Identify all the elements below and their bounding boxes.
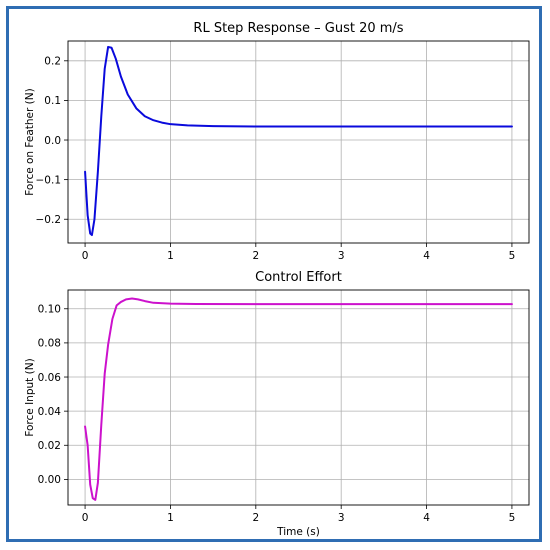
chart-force-on-feather-title: RL Step Response – Gust 20 m/s	[193, 21, 403, 36]
chart-force-on-feather-ytick-label-1: −0.1	[36, 174, 62, 186]
chart-control-effort-title: Control Effort	[255, 270, 342, 285]
chart-control-effort-ytick-label-0: 0.00	[38, 474, 61, 486]
chart-force-on-feather-ytick-label-3: 0.1	[44, 95, 61, 107]
chart-force-on-feather-xtick-label-4: 4	[423, 250, 430, 262]
chart-force-on-feather-xtick-label-1: 1	[167, 250, 174, 262]
chart-control-effort-ytick-label-3: 0.06	[38, 372, 62, 384]
chart-force-on-feather-series-line-0	[84, 45, 513, 237]
chart-control-effort-xtick-label-4: 4	[423, 512, 430, 524]
chart-force-on-feather-ytick-label-4: 0.2	[44, 56, 61, 68]
chart-control-effort-xtick-label-1: 1	[167, 512, 174, 524]
chart-control-effort-ytick-label-1: 0.02	[38, 440, 61, 452]
chart-force-on-feather-xtick-label-2: 2	[252, 250, 259, 262]
chart-control-effort-series-line-0	[84, 297, 513, 501]
chart-control-effort-xtick-label-0: 0	[82, 512, 89, 524]
figure-border	[6, 6, 542, 542]
chart-control-effort-xtick-label-5: 5	[509, 512, 516, 524]
chart-force-on-feather-ylabel: Force on Feather (N)	[24, 88, 36, 195]
chart-control-effort-ytick-label-2: 0.04	[38, 406, 62, 418]
chart-force-on-feather-axes-frame	[67, 40, 530, 244]
chart-control-effort-ytick-label-5: 0.10	[38, 304, 61, 316]
chart-force-on-feather-xtick-label-0: 0	[82, 250, 89, 262]
chart-control-effort-xtick-label-3: 3	[338, 512, 345, 524]
chart-force-on-feather-xtick-label-3: 3	[338, 250, 345, 262]
chart-force-on-feather-ytick-label-0: −0.2	[36, 214, 62, 226]
chart-control-effort-axes-frame	[67, 289, 530, 506]
chart-control-effort-ylabel: Force Input (N)	[24, 358, 36, 436]
chart-force-on-feather-xtick-label-5: 5	[509, 250, 516, 262]
chart-control-effort-xlabel: Time (s)	[276, 526, 320, 538]
chart-control-effort-ytick-label-4: 0.08	[38, 338, 61, 350]
chart-control-effort-xtick-label-2: 2	[252, 512, 259, 524]
chart-force-on-feather-ytick-label-2: 0.0	[44, 135, 61, 147]
